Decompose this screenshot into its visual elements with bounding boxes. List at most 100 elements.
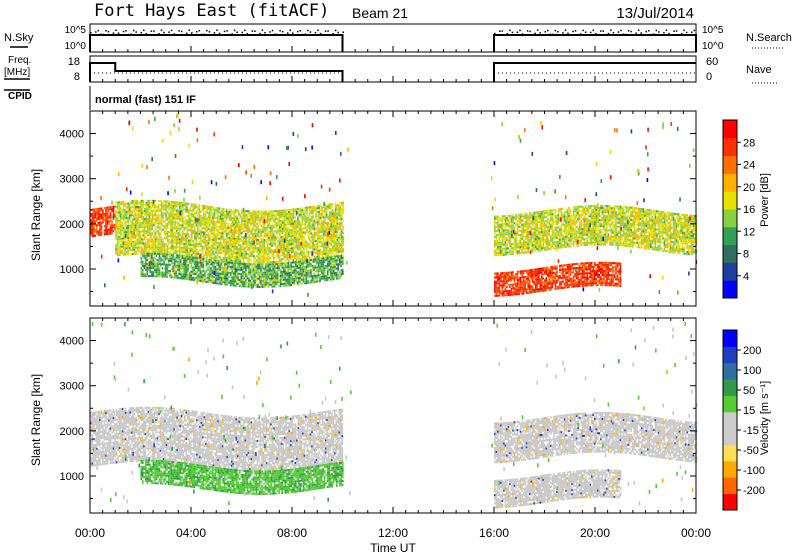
- range-cell: [151, 211, 154, 214]
- range-cell: [237, 213, 240, 216]
- range-cell: [259, 222, 261, 225]
- range-cell: [310, 281, 312, 284]
- range-cell: [124, 229, 126, 232]
- range-cell: [171, 217, 173, 220]
- range-cell: [315, 245, 317, 248]
- range-cell: [279, 268, 282, 271]
- range-cell: [116, 229, 119, 232]
- cpid-text: normal (fast) 151 IF: [95, 94, 196, 106]
- range-cell: [319, 267, 321, 270]
- range-cell: [154, 220, 157, 223]
- range-cell: [187, 266, 190, 269]
- range-cell: [272, 269, 274, 272]
- range-cell: [271, 234, 273, 237]
- range-cell: [227, 240, 229, 243]
- range-cell: [284, 278, 287, 281]
- range-cell: [283, 223, 286, 226]
- range-cell: [218, 209, 220, 212]
- range-cell: [204, 260, 206, 263]
- range-cell: [265, 210, 267, 213]
- range-cell: [248, 234, 251, 237]
- range-cell: [248, 269, 250, 272]
- range-cell: [295, 208, 298, 211]
- range-cell: [268, 226, 270, 229]
- noise-search-point: [595, 33, 597, 35]
- range-cell: [213, 208, 216, 211]
- range-cell: [206, 240, 208, 243]
- range-cell: [298, 236, 301, 239]
- range-cell: [284, 274, 287, 277]
- noise-search-point: [191, 32, 193, 34]
- range-cell: [141, 242, 143, 245]
- range-cell: [156, 214, 158, 217]
- range-cell: [216, 255, 219, 258]
- range-cell: [254, 275, 256, 278]
- range-cell: [270, 265, 273, 268]
- range-cell: [225, 230, 228, 233]
- range-cell: [248, 218, 251, 221]
- range-cell: [303, 223, 305, 226]
- range-cell: [259, 249, 261, 252]
- range-cell: [325, 252, 328, 255]
- range-cell: [257, 253, 260, 256]
- range-cell: [119, 219, 122, 222]
- range-cell: [306, 255, 308, 258]
- range-cell: [243, 267, 246, 270]
- range-cell: [192, 276, 194, 279]
- range-cell: [286, 223, 289, 226]
- range-cell: [216, 257, 219, 260]
- range-cell: [195, 242, 198, 245]
- range-cell: [167, 269, 170, 272]
- range-cell: [148, 226, 151, 229]
- range-cell: [290, 255, 293, 258]
- range-cell: [258, 275, 261, 278]
- range-cell: [283, 243, 286, 246]
- range-cell: [310, 206, 313, 209]
- range-cell: [337, 224, 340, 227]
- range-cell: [266, 244, 269, 247]
- range-cell: [197, 244, 199, 247]
- range-cell: [125, 218, 128, 221]
- range-cell: [340, 234, 343, 237]
- range-cell: [318, 253, 320, 256]
- range-cell: [145, 205, 148, 208]
- range-cell: [278, 262, 280, 265]
- range-cell: [119, 247, 122, 250]
- range-cell: [207, 228, 210, 231]
- range-cell: [116, 223, 119, 226]
- range-cell: [108, 220, 110, 223]
- range-cell: [321, 220, 323, 223]
- range-cell: [234, 255, 237, 259]
- range-cell: [253, 246, 255, 250]
- range-cell: [151, 264, 153, 267]
- range-cell: [227, 210, 229, 213]
- range-cell: [324, 254, 326, 257]
- range-cell: [284, 233, 287, 236]
- range-cell: [301, 235, 304, 238]
- range-cell: [331, 239, 334, 242]
- range-cell: [159, 220, 161, 223]
- range-cell: [242, 260, 245, 263]
- range-cell: [172, 241, 175, 244]
- range-cell: [218, 215, 220, 218]
- noise-search-point: [244, 29, 246, 32]
- range-cell: [183, 244, 186, 247]
- range-cell: [187, 235, 190, 238]
- range-cell: [157, 220, 160, 223]
- range-cell: [331, 233, 334, 236]
- range-cell: [108, 232, 110, 235]
- range-cell: [262, 251, 264, 254]
- range-cell: [331, 251, 334, 254]
- range-cell: [149, 256, 152, 259]
- range-cell: [284, 211, 287, 214]
- range-cell: [178, 254, 180, 257]
- range-cell: [307, 232, 310, 235]
- range-cell: [250, 250, 252, 253]
- noise-search-point: [685, 31, 688, 34]
- range-cell: [213, 275, 215, 278]
- range-cell: [177, 232, 179, 235]
- range-cell: [309, 222, 311, 225]
- range-cell: [128, 210, 131, 213]
- range-cell: [257, 243, 260, 246]
- range-cell: [286, 221, 289, 224]
